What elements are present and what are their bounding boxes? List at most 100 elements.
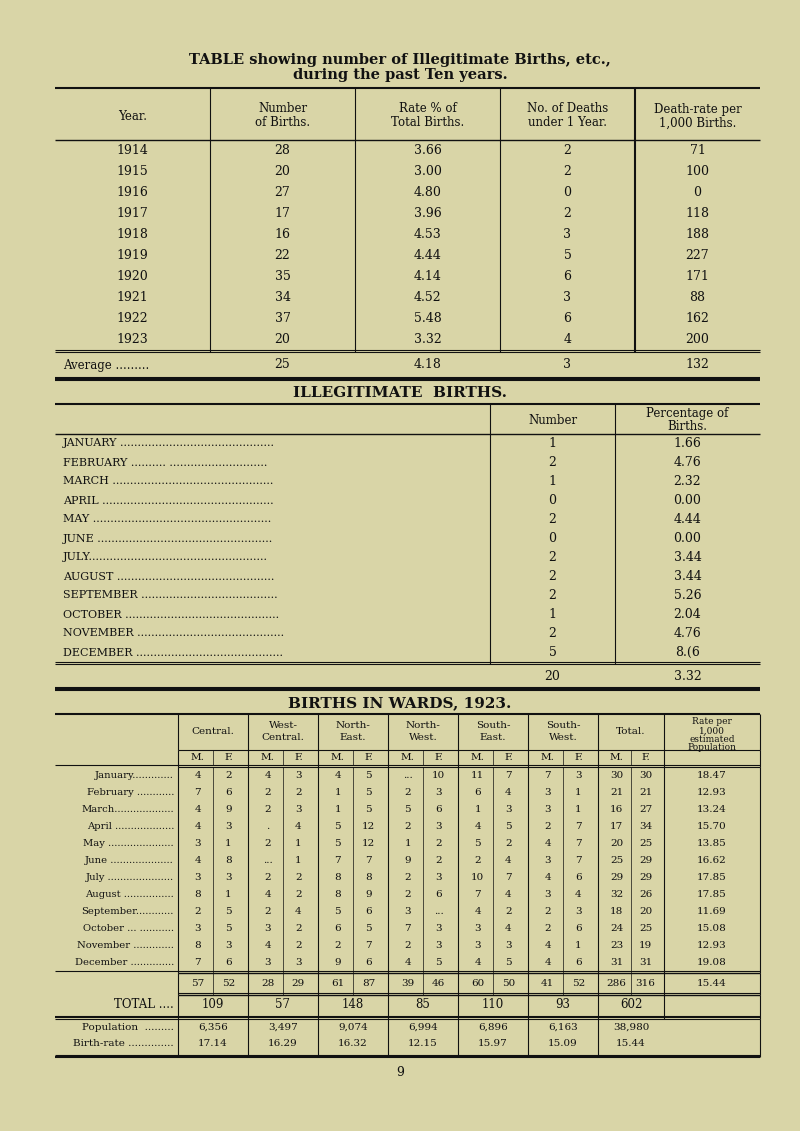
Text: 4: 4 [505, 788, 512, 797]
Text: 4: 4 [404, 958, 411, 967]
Text: 50: 50 [502, 978, 515, 987]
Text: 2: 2 [544, 907, 551, 916]
Text: 2: 2 [334, 941, 341, 950]
Text: 200: 200 [686, 333, 710, 346]
Text: South-: South- [476, 722, 510, 731]
Text: Rate % of: Rate % of [398, 103, 456, 115]
Text: 0.00: 0.00 [674, 532, 702, 545]
Text: 0: 0 [694, 185, 702, 199]
Text: 2: 2 [563, 144, 571, 157]
Text: 5: 5 [505, 958, 512, 967]
Text: 35: 35 [274, 270, 290, 283]
Text: JUNE ..................................................: JUNE ...................................… [63, 534, 274, 544]
Text: 4.52: 4.52 [414, 291, 442, 304]
Text: 4: 4 [505, 890, 512, 899]
Text: 2: 2 [549, 627, 557, 640]
Text: 25: 25 [639, 924, 652, 933]
Text: 2.32: 2.32 [674, 475, 702, 487]
Text: 4.18: 4.18 [414, 359, 442, 371]
Text: 20: 20 [274, 333, 290, 346]
Text: June ....................: June .................... [86, 856, 174, 865]
Text: 3: 3 [435, 822, 442, 831]
Text: 8: 8 [365, 873, 372, 882]
Text: 4: 4 [295, 907, 302, 916]
Text: 5: 5 [563, 249, 571, 262]
Text: 5: 5 [365, 771, 372, 780]
Text: 1,000: 1,000 [699, 726, 725, 735]
Text: 6: 6 [435, 890, 442, 899]
Text: 30: 30 [639, 771, 652, 780]
Text: 4.80: 4.80 [414, 185, 442, 199]
Text: 17.85: 17.85 [697, 890, 727, 899]
Text: 7: 7 [365, 941, 372, 950]
Text: 6: 6 [334, 924, 341, 933]
Text: 27: 27 [274, 185, 290, 199]
Text: 12: 12 [362, 822, 375, 831]
Text: 61: 61 [331, 978, 344, 987]
Text: 57: 57 [191, 978, 204, 987]
Text: 13.24: 13.24 [697, 805, 727, 814]
Text: 7: 7 [404, 924, 411, 933]
Text: 3: 3 [404, 907, 411, 916]
Text: ...: ... [434, 907, 443, 916]
Text: 5.48: 5.48 [414, 312, 442, 325]
Text: SEPTEMBER .......................................: SEPTEMBER ..............................… [63, 590, 278, 601]
Text: 4: 4 [194, 771, 201, 780]
Text: F.: F. [504, 753, 513, 762]
Text: Population: Population [687, 742, 737, 751]
Text: 7: 7 [474, 890, 481, 899]
Text: 29: 29 [639, 856, 652, 865]
Text: 88: 88 [690, 291, 706, 304]
Text: estimated: estimated [690, 734, 734, 743]
Text: 6: 6 [474, 788, 481, 797]
Text: NOVEMBER ..........................................: NOVEMBER ...............................… [63, 629, 284, 639]
Text: 2: 2 [505, 907, 512, 916]
Text: 4: 4 [194, 856, 201, 865]
Text: 602: 602 [620, 999, 642, 1011]
Text: FEBRUARY .......... ............................: FEBRUARY .......... ....................… [63, 458, 267, 467]
Text: M.: M. [330, 753, 345, 762]
Text: 8: 8 [334, 873, 341, 882]
Text: 9: 9 [334, 958, 341, 967]
Text: 4: 4 [264, 771, 271, 780]
Text: 148: 148 [342, 999, 364, 1011]
Text: 4.14: 4.14 [414, 270, 442, 283]
Text: 2: 2 [544, 822, 551, 831]
Text: 9: 9 [225, 805, 232, 814]
Text: 5: 5 [334, 822, 341, 831]
Text: 0: 0 [549, 494, 557, 507]
Text: 6,356: 6,356 [198, 1022, 228, 1031]
Text: 132: 132 [686, 359, 710, 371]
Text: F.: F. [434, 753, 442, 762]
Text: 3: 3 [435, 924, 442, 933]
Text: 16: 16 [610, 805, 623, 814]
Text: 13.85: 13.85 [697, 839, 727, 848]
Text: 16: 16 [274, 228, 290, 241]
Text: Population  .........: Population ......... [82, 1022, 174, 1031]
Text: 1: 1 [549, 475, 557, 487]
Text: 3: 3 [474, 924, 481, 933]
Text: 15.44: 15.44 [616, 1038, 646, 1047]
Text: 1,000 Births.: 1,000 Births. [659, 116, 736, 130]
Text: 5: 5 [225, 907, 232, 916]
Text: 22: 22 [274, 249, 290, 262]
Text: M.: M. [401, 753, 414, 762]
Text: Percentage of: Percentage of [646, 407, 729, 421]
Text: 8: 8 [225, 856, 232, 865]
Text: 1: 1 [549, 437, 557, 450]
Text: 1917: 1917 [117, 207, 148, 221]
Text: September............: September............ [82, 907, 174, 916]
Text: 19: 19 [639, 941, 652, 950]
Text: 6: 6 [575, 873, 582, 882]
Text: 37: 37 [274, 312, 290, 325]
Text: 6: 6 [225, 788, 232, 797]
Text: Total.: Total. [616, 727, 646, 736]
Text: APRIL .................................................: APRIL ..................................… [63, 495, 274, 506]
Text: 6: 6 [365, 958, 372, 967]
Text: 3: 3 [544, 788, 551, 797]
Text: M.: M. [190, 753, 205, 762]
Text: 4: 4 [575, 890, 582, 899]
Text: 2: 2 [295, 941, 302, 950]
Text: 60: 60 [471, 978, 484, 987]
Text: 8: 8 [334, 890, 341, 899]
